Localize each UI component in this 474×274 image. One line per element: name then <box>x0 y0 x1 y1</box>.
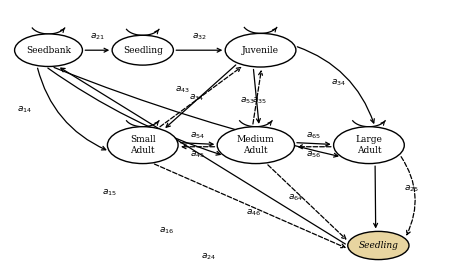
FancyArrowPatch shape <box>254 69 260 122</box>
Text: $a_{43}$: $a_{43}$ <box>175 84 191 95</box>
Text: $a_{35}$: $a_{35}$ <box>252 95 267 106</box>
FancyArrowPatch shape <box>166 65 236 127</box>
Text: Seedling: Seedling <box>358 241 398 250</box>
Text: Medium
Adult: Medium Adult <box>237 135 275 155</box>
Text: Small
Adult: Small Adult <box>130 135 155 155</box>
Text: $a_{34}$: $a_{34}$ <box>331 78 346 88</box>
FancyArrowPatch shape <box>61 68 346 244</box>
FancyArrowPatch shape <box>48 68 220 155</box>
Text: $a_{16}$: $a_{16}$ <box>159 225 174 236</box>
Text: $a_{21}$: $a_{21}$ <box>90 32 105 42</box>
Text: $a_{64}$: $a_{64}$ <box>288 193 303 203</box>
Text: $a_{56}$: $a_{56}$ <box>306 149 322 160</box>
FancyArrowPatch shape <box>37 68 106 150</box>
Text: $a_{24}$: $a_{24}$ <box>201 251 216 262</box>
Ellipse shape <box>348 231 409 259</box>
Text: $a_{25}$: $a_{25}$ <box>404 183 419 194</box>
FancyArrowPatch shape <box>181 142 213 146</box>
Ellipse shape <box>108 127 178 164</box>
Text: $a_{15}$: $a_{15}$ <box>102 187 117 198</box>
FancyArrowPatch shape <box>182 145 215 149</box>
Text: $a_{32}$: $a_{32}$ <box>192 32 207 42</box>
FancyArrowPatch shape <box>374 166 378 227</box>
FancyArrowPatch shape <box>297 47 374 123</box>
Ellipse shape <box>15 34 82 67</box>
FancyArrowPatch shape <box>253 71 263 124</box>
Ellipse shape <box>112 35 173 65</box>
Text: $a_{53}$: $a_{53}$ <box>240 95 255 106</box>
Text: $a_{65}$: $a_{65}$ <box>306 130 321 141</box>
Ellipse shape <box>334 127 404 164</box>
FancyArrowPatch shape <box>299 145 331 149</box>
FancyArrowPatch shape <box>401 157 415 235</box>
FancyArrowPatch shape <box>54 67 338 157</box>
Ellipse shape <box>217 127 294 164</box>
FancyArrowPatch shape <box>155 164 345 248</box>
Text: $a_{54}$: $a_{54}$ <box>190 130 205 141</box>
FancyArrowPatch shape <box>85 48 108 52</box>
FancyArrowPatch shape <box>160 67 241 127</box>
Text: $a_{45}$: $a_{45}$ <box>190 149 205 160</box>
FancyArrowPatch shape <box>176 48 221 52</box>
Text: Seedling: Seedling <box>123 46 163 55</box>
Text: Juvenile: Juvenile <box>242 46 279 55</box>
FancyArrowPatch shape <box>297 142 329 146</box>
Ellipse shape <box>225 33 296 67</box>
Text: Large
Adult: Large Adult <box>356 135 383 155</box>
Text: $a_{14}$: $a_{14}$ <box>18 105 33 115</box>
Text: $a_{46}$: $a_{46}$ <box>246 208 261 218</box>
Text: Seedbank: Seedbank <box>26 46 71 55</box>
FancyArrowPatch shape <box>268 165 346 239</box>
Text: $a_{34}$: $a_{34}$ <box>190 92 204 103</box>
